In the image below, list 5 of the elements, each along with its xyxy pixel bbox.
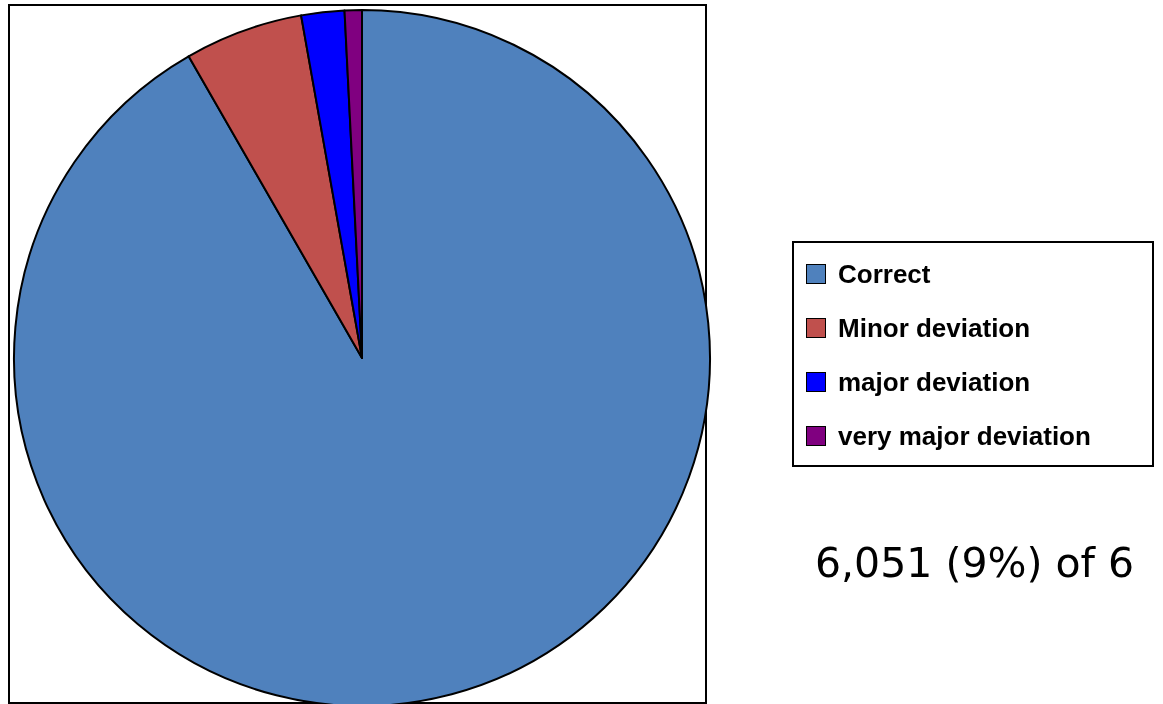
- legend-label: Minor deviation: [838, 312, 1031, 343]
- legend-label: major deviation: [838, 366, 1031, 397]
- text: 6,051 (9%) of 6: [815, 539, 1135, 587]
- legend-label: Correct: [838, 258, 931, 289]
- legend-label: very major deviation: [838, 420, 1091, 451]
